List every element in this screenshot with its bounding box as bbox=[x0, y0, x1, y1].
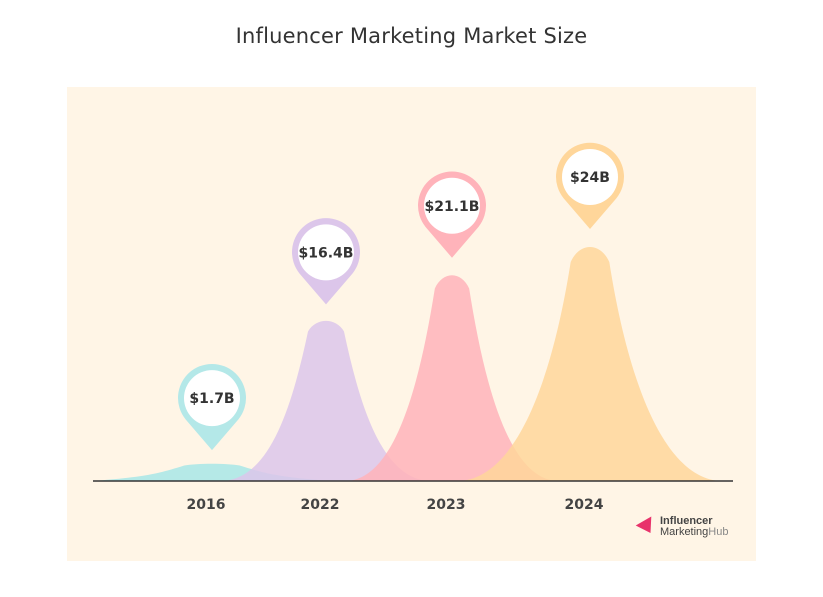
brand-mark-icon bbox=[635, 516, 659, 538]
value-pins: $1.7B $16.4B $21.1B $24B bbox=[178, 142, 625, 451]
pin-inner-2016 bbox=[184, 370, 240, 427]
x-tick-labels: 2016 2022 2023 2024 bbox=[187, 497, 604, 513]
x-tick-2022: 2022 bbox=[301, 497, 340, 513]
x-tick-2023: 2023 bbox=[427, 497, 466, 513]
peaks-layer bbox=[92, 247, 720, 481]
x-tick-2016: 2016 bbox=[187, 497, 226, 513]
brand-logo: Influencer MarketingHub bbox=[635, 515, 729, 538]
value-label-2022: $16.4B bbox=[299, 245, 354, 261]
pin-inner-2023 bbox=[424, 177, 480, 234]
peak-2022 bbox=[224, 320, 428, 481]
pin-inner-2022 bbox=[298, 224, 354, 281]
peak-2024 bbox=[460, 247, 720, 481]
peak-2023 bbox=[348, 275, 556, 481]
brand-line2b: Hub bbox=[708, 526, 729, 538]
x-tick-2024: 2024 bbox=[565, 497, 604, 513]
pin-2016: $1.7B bbox=[178, 363, 246, 451]
pin-2022: $16.4B bbox=[292, 218, 360, 305]
pin-inner-2024 bbox=[562, 149, 618, 205]
pin-2023: $21.1B bbox=[418, 171, 487, 258]
value-label-2016: $1.7B bbox=[189, 391, 234, 407]
pin-2024: $24B bbox=[556, 142, 625, 229]
brand-line1: Influencer bbox=[660, 515, 713, 527]
value-label-2023: $21.1B bbox=[425, 199, 480, 215]
brand-line2a: Marketing bbox=[660, 526, 709, 538]
chart-title: Influencer Marketing Market Size bbox=[235, 24, 588, 48]
value-label-2024: $24B bbox=[570, 170, 610, 186]
chart-panel bbox=[67, 87, 756, 561]
